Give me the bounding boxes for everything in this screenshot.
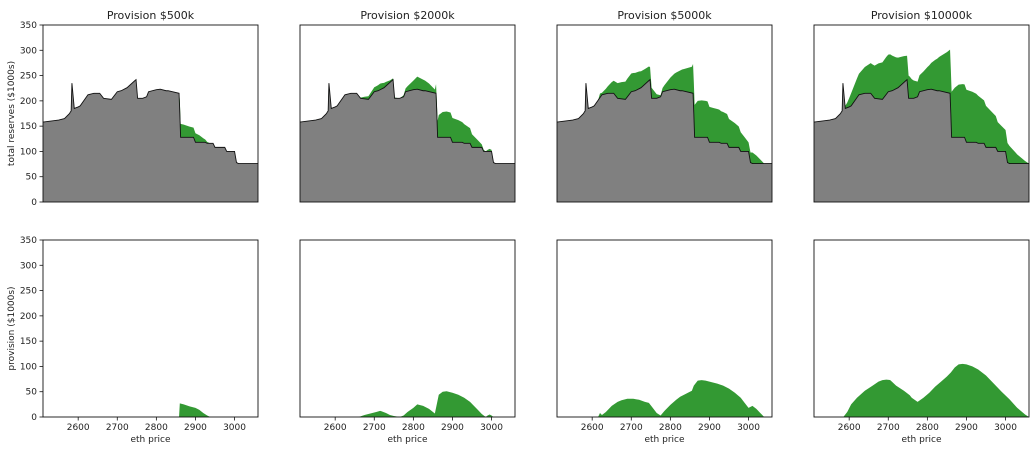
plot-area (557, 63, 772, 202)
provision-area (358, 391, 494, 417)
reserves-area (814, 79, 1029, 202)
x-tick-label: 3000 (994, 423, 1017, 433)
y-tick-label: 50 (26, 173, 38, 183)
y-tick-label: 50 (26, 388, 38, 398)
x-axis-label: eth price (387, 435, 427, 445)
y-tick-label: 0 (31, 198, 37, 208)
x-tick-label: 2800 (145, 423, 168, 433)
reserves-line (814, 78, 1029, 165)
panel-title: Provision $500k (107, 9, 195, 22)
y-axis-label: provision ($1000s) (7, 286, 17, 370)
x-tick-label: 3000 (223, 423, 246, 433)
panel-frame (299, 24, 516, 203)
y-tick-label: 300 (20, 46, 37, 56)
x-axis-label: eth price (644, 435, 684, 445)
reserves-area (557, 79, 772, 202)
x-tick-label: 2800 (659, 423, 682, 433)
x-tick-label: 2700 (363, 423, 386, 433)
x-axis-label: eth price (901, 435, 941, 445)
y-tick-label: 200 (20, 97, 37, 107)
reserves-line (300, 78, 515, 165)
x-tick-label: 2600 (324, 423, 347, 433)
x-tick-label: 2600 (838, 423, 861, 433)
plot-area (814, 49, 1029, 202)
provision-area (598, 380, 765, 417)
plot-area (843, 363, 1029, 417)
panel-r2-c2: 2600 2700 2800 2900 3000 eth price (299, 239, 516, 445)
x-tick-label: 2600 (581, 423, 604, 433)
y-axis-label: total reserves ($1000s) (7, 61, 17, 166)
panel-r2-c4: 2600 2700 2800 2900 3000 eth price (813, 239, 1030, 445)
plot-area (300, 76, 515, 202)
panel-frame (556, 24, 773, 203)
plot-area (598, 380, 765, 417)
reserves-line (43, 78, 258, 165)
y-tick-label: 300 (20, 261, 37, 271)
reserves-area (43, 79, 258, 202)
panel-frame (813, 239, 1030, 418)
reserves-line (557, 78, 772, 165)
panel-frame (42, 239, 259, 418)
y-tick-label: 100 (20, 362, 37, 372)
y-tick-label: 350 (20, 21, 37, 31)
panel-r1-c1: 0 50 100 150 200 250 300 350 Provision $500k tota… (7, 9, 259, 208)
panel-title: Provision $10000k (871, 9, 973, 22)
y-tick-label: 200 (20, 312, 37, 322)
reserves-area (300, 79, 515, 202)
x-tick-label: 2700 (106, 423, 129, 433)
panel-frame (299, 239, 516, 418)
panel-frame (556, 239, 773, 418)
panel-r1-c3: Provision $5000k (556, 9, 773, 203)
panel-r1-c2: Provision $2000k (299, 9, 516, 203)
plot-area (43, 78, 258, 202)
x-tick-label: 3000 (737, 423, 760, 433)
plot-area (358, 391, 494, 417)
y-tick-label: 0 (31, 413, 37, 423)
x-tick-label: 2900 (955, 423, 978, 433)
x-tick-label: 2600 (67, 423, 90, 433)
x-tick-label: 2900 (184, 423, 207, 433)
panel-title: Provision $2000k (360, 9, 455, 22)
y-tick-label: 350 (20, 236, 37, 246)
x-tick-label: 2700 (620, 423, 643, 433)
x-tick-label: 2900 (698, 423, 721, 433)
y-tick-label: 250 (20, 72, 37, 82)
y-tick-label: 150 (20, 122, 37, 132)
panel-r2-c3: 2600 2700 2800 2900 3000 eth price (556, 239, 773, 445)
y-tick-label: 250 (20, 287, 37, 297)
x-tick-label: 2800 (916, 423, 939, 433)
panel-r1-c4: Provision $10000k (813, 9, 1030, 203)
y-tick-label: 100 (20, 147, 37, 157)
panel-frame (813, 24, 1030, 203)
plot-area (179, 403, 211, 417)
x-tick-label: 2700 (877, 423, 900, 433)
panel-title: Provision $5000k (617, 9, 712, 22)
panel-frame (42, 24, 259, 203)
y-tick-label: 150 (20, 337, 37, 347)
x-tick-label: 2900 (441, 423, 464, 433)
panel-r2-c1: 0 50 100 150 200 250 300 350 2600 2700 2800 2900 300… (7, 236, 259, 445)
x-tick-label: 2800 (402, 423, 425, 433)
x-axis-label: eth price (130, 435, 170, 445)
provision-area (843, 363, 1029, 417)
provision-area (179, 403, 211, 417)
x-tick-label: 3000 (480, 423, 503, 433)
